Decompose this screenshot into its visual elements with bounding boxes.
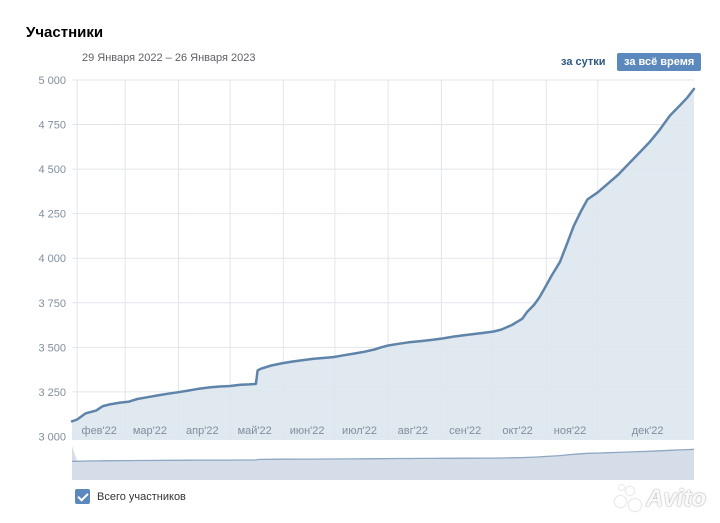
y-tick-label: 4 000 bbox=[38, 253, 66, 265]
y-tick-label: 5 000 bbox=[38, 75, 66, 87]
x-tick-label: авг'22 bbox=[398, 425, 428, 437]
page-title: Участники bbox=[26, 24, 104, 41]
y-tick-label: 3 000 bbox=[38, 431, 66, 443]
y-tick-label: 4 750 bbox=[38, 120, 66, 132]
watermark-text: Avito bbox=[646, 485, 706, 512]
x-tick-label: окт'22 bbox=[502, 425, 532, 437]
y-tick-label: 3 500 bbox=[38, 342, 66, 354]
navigator-top bbox=[72, 446, 694, 462]
y-tick-label: 3 250 bbox=[38, 387, 66, 399]
x-tick-label: ноя'22 bbox=[554, 425, 586, 437]
x-tick-label: июл'22 bbox=[342, 425, 377, 437]
legend[interactable]: Всего участников bbox=[75, 489, 186, 504]
series-line bbox=[70, 87, 696, 423]
x-tick-label: июн'22 bbox=[290, 425, 325, 437]
y-tick-label: 4 250 bbox=[38, 209, 66, 221]
navigator-line bbox=[72, 448, 695, 462]
x-tick-label: мар'22 bbox=[133, 425, 167, 437]
watermark: Avito bbox=[613, 484, 706, 514]
x-tick-label: май'22 bbox=[238, 425, 272, 437]
y-tick-label: 4 500 bbox=[38, 164, 66, 176]
navigator-layer bbox=[72, 446, 695, 480]
avito-logo-icon bbox=[613, 484, 643, 514]
period-day-button[interactable]: за сутки bbox=[561, 56, 606, 68]
axis-layer: 3 000 3 250 3 500 3 750 4 000 4 250 4 500 4 750… bbox=[38, 75, 663, 443]
x-tick-label: фев'22 bbox=[82, 425, 117, 437]
series-area bbox=[72, 88, 694, 441]
x-tick-label: дек'22 bbox=[632, 425, 664, 437]
total-members-checkbox[interactable] bbox=[75, 489, 90, 504]
x-tick-label: сен'22 bbox=[449, 425, 481, 437]
y-tick-label: 3 750 bbox=[38, 298, 66, 310]
x-tick-label: апр'22 bbox=[186, 425, 219, 437]
period-all-time-button[interactable]: за всё время bbox=[617, 53, 702, 71]
legend-label: Всего участников bbox=[97, 490, 186, 503]
date-range: 29 Января 2022 – 26 Января 2023 bbox=[82, 52, 256, 64]
area-layer bbox=[70, 87, 696, 441]
